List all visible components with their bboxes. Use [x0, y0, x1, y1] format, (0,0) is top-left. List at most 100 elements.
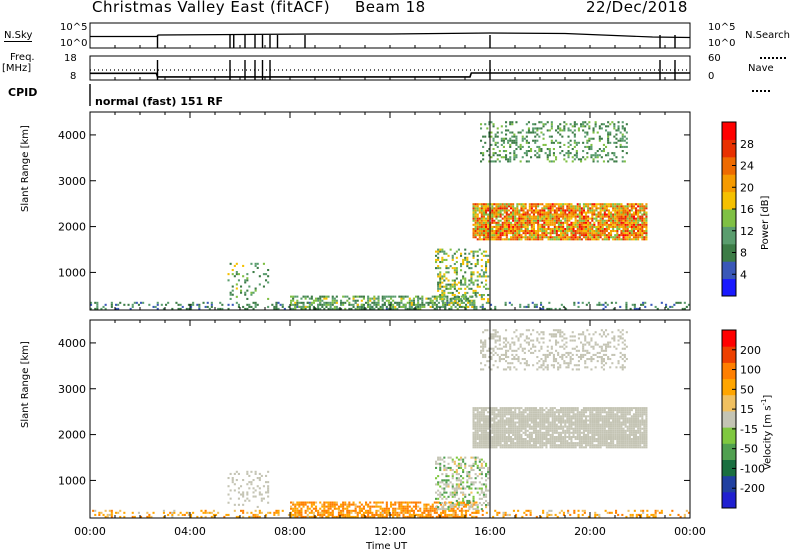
power-cell [620, 203, 623, 206]
velocity-cell [460, 481, 463, 484]
velocity-cell [512, 442, 515, 445]
velocity-cell [227, 501, 230, 504]
power-cell [229, 293, 232, 296]
power-cell [574, 213, 577, 216]
power-cell [584, 121, 587, 124]
power-cell [250, 305, 253, 308]
power-cell [551, 215, 554, 218]
velocity-cell [539, 438, 542, 441]
power-cell [457, 296, 460, 299]
power-cell [616, 209, 619, 212]
velocity-cell [570, 421, 573, 424]
power-cell [503, 219, 506, 222]
power-cell [630, 215, 633, 218]
power-cell [568, 211, 571, 214]
velocity-cell [146, 515, 149, 518]
power-cell [530, 148, 533, 151]
power-cell [626, 209, 629, 212]
power-cell [593, 232, 596, 235]
power-cell [453, 252, 456, 255]
power-cell [625, 307, 628, 310]
power-cell [179, 303, 182, 306]
power-cell [487, 225, 490, 228]
velocity-cell [472, 464, 475, 467]
power-cell [618, 207, 621, 210]
power-cell [639, 234, 642, 237]
power-cell [419, 297, 422, 300]
velocity-cell [485, 499, 488, 502]
velocity-cell [474, 508, 477, 511]
power-cell [352, 295, 355, 298]
power-cell [612, 223, 615, 226]
power-cell [482, 223, 485, 226]
power-cell [290, 307, 293, 310]
power-cell [312, 299, 315, 302]
velocity-cell [516, 417, 519, 420]
velocity-cell [110, 509, 113, 512]
power-cell [617, 129, 620, 132]
power-cell [468, 283, 471, 286]
velocity-cell [503, 415, 506, 418]
power-cell [485, 219, 488, 222]
power-cell [566, 217, 569, 220]
power-cell [412, 303, 415, 306]
velocity-cell [321, 509, 324, 512]
power-cell [497, 230, 500, 233]
power-cell [576, 205, 579, 208]
power-cell [587, 209, 590, 212]
velocity-cell [441, 508, 444, 511]
power-cell [605, 145, 608, 148]
power-cell [610, 221, 613, 224]
power-cell [522, 211, 525, 214]
velocity-cell [587, 427, 590, 430]
velocity-cell [501, 433, 504, 436]
power-cell [625, 141, 628, 144]
velocity-cell [497, 438, 500, 441]
velocity-cell [545, 411, 548, 414]
velocity-cell [306, 501, 309, 504]
power-cell [535, 205, 538, 208]
power-cell [453, 279, 456, 282]
power-cell [377, 299, 380, 302]
power-cell [190, 305, 193, 308]
power-cell [490, 143, 493, 146]
power-cell [453, 283, 456, 286]
velocity-cell [331, 515, 334, 518]
power-cell [630, 217, 633, 220]
velocity-cell [535, 438, 538, 441]
power-cell [154, 305, 157, 308]
power-cell [582, 215, 585, 218]
power-cell [449, 291, 452, 294]
power-cell [566, 215, 569, 218]
power-cell [585, 303, 588, 306]
power-cell [573, 121, 576, 124]
power-cell [534, 131, 537, 134]
power-cell [360, 295, 363, 298]
power-cell [528, 215, 531, 218]
velocity-cell [298, 503, 301, 506]
power-cell [394, 307, 397, 310]
power-cell [588, 125, 591, 128]
velocity-cell [439, 464, 442, 467]
velocity-cell [478, 444, 481, 447]
power-cell [603, 207, 606, 210]
velocity-cell [499, 417, 502, 420]
power-cell [514, 217, 517, 220]
velocity-cell [631, 513, 634, 516]
power-cell [148, 303, 151, 306]
velocity-cell [265, 491, 268, 494]
power-cell [478, 211, 481, 214]
velocity-cell [365, 503, 368, 506]
velocity-cell [106, 513, 109, 516]
velocity-cell [412, 505, 415, 508]
power-cell [526, 215, 529, 218]
power-cell [582, 150, 585, 153]
velocity-cell [555, 423, 558, 426]
power-cell [610, 203, 613, 206]
power-cell [423, 305, 426, 308]
power-cell [637, 307, 640, 310]
velocity-cell [505, 409, 508, 412]
velocity-cell [543, 409, 546, 412]
velocity-cell [146, 511, 149, 514]
power-cell [373, 295, 376, 298]
